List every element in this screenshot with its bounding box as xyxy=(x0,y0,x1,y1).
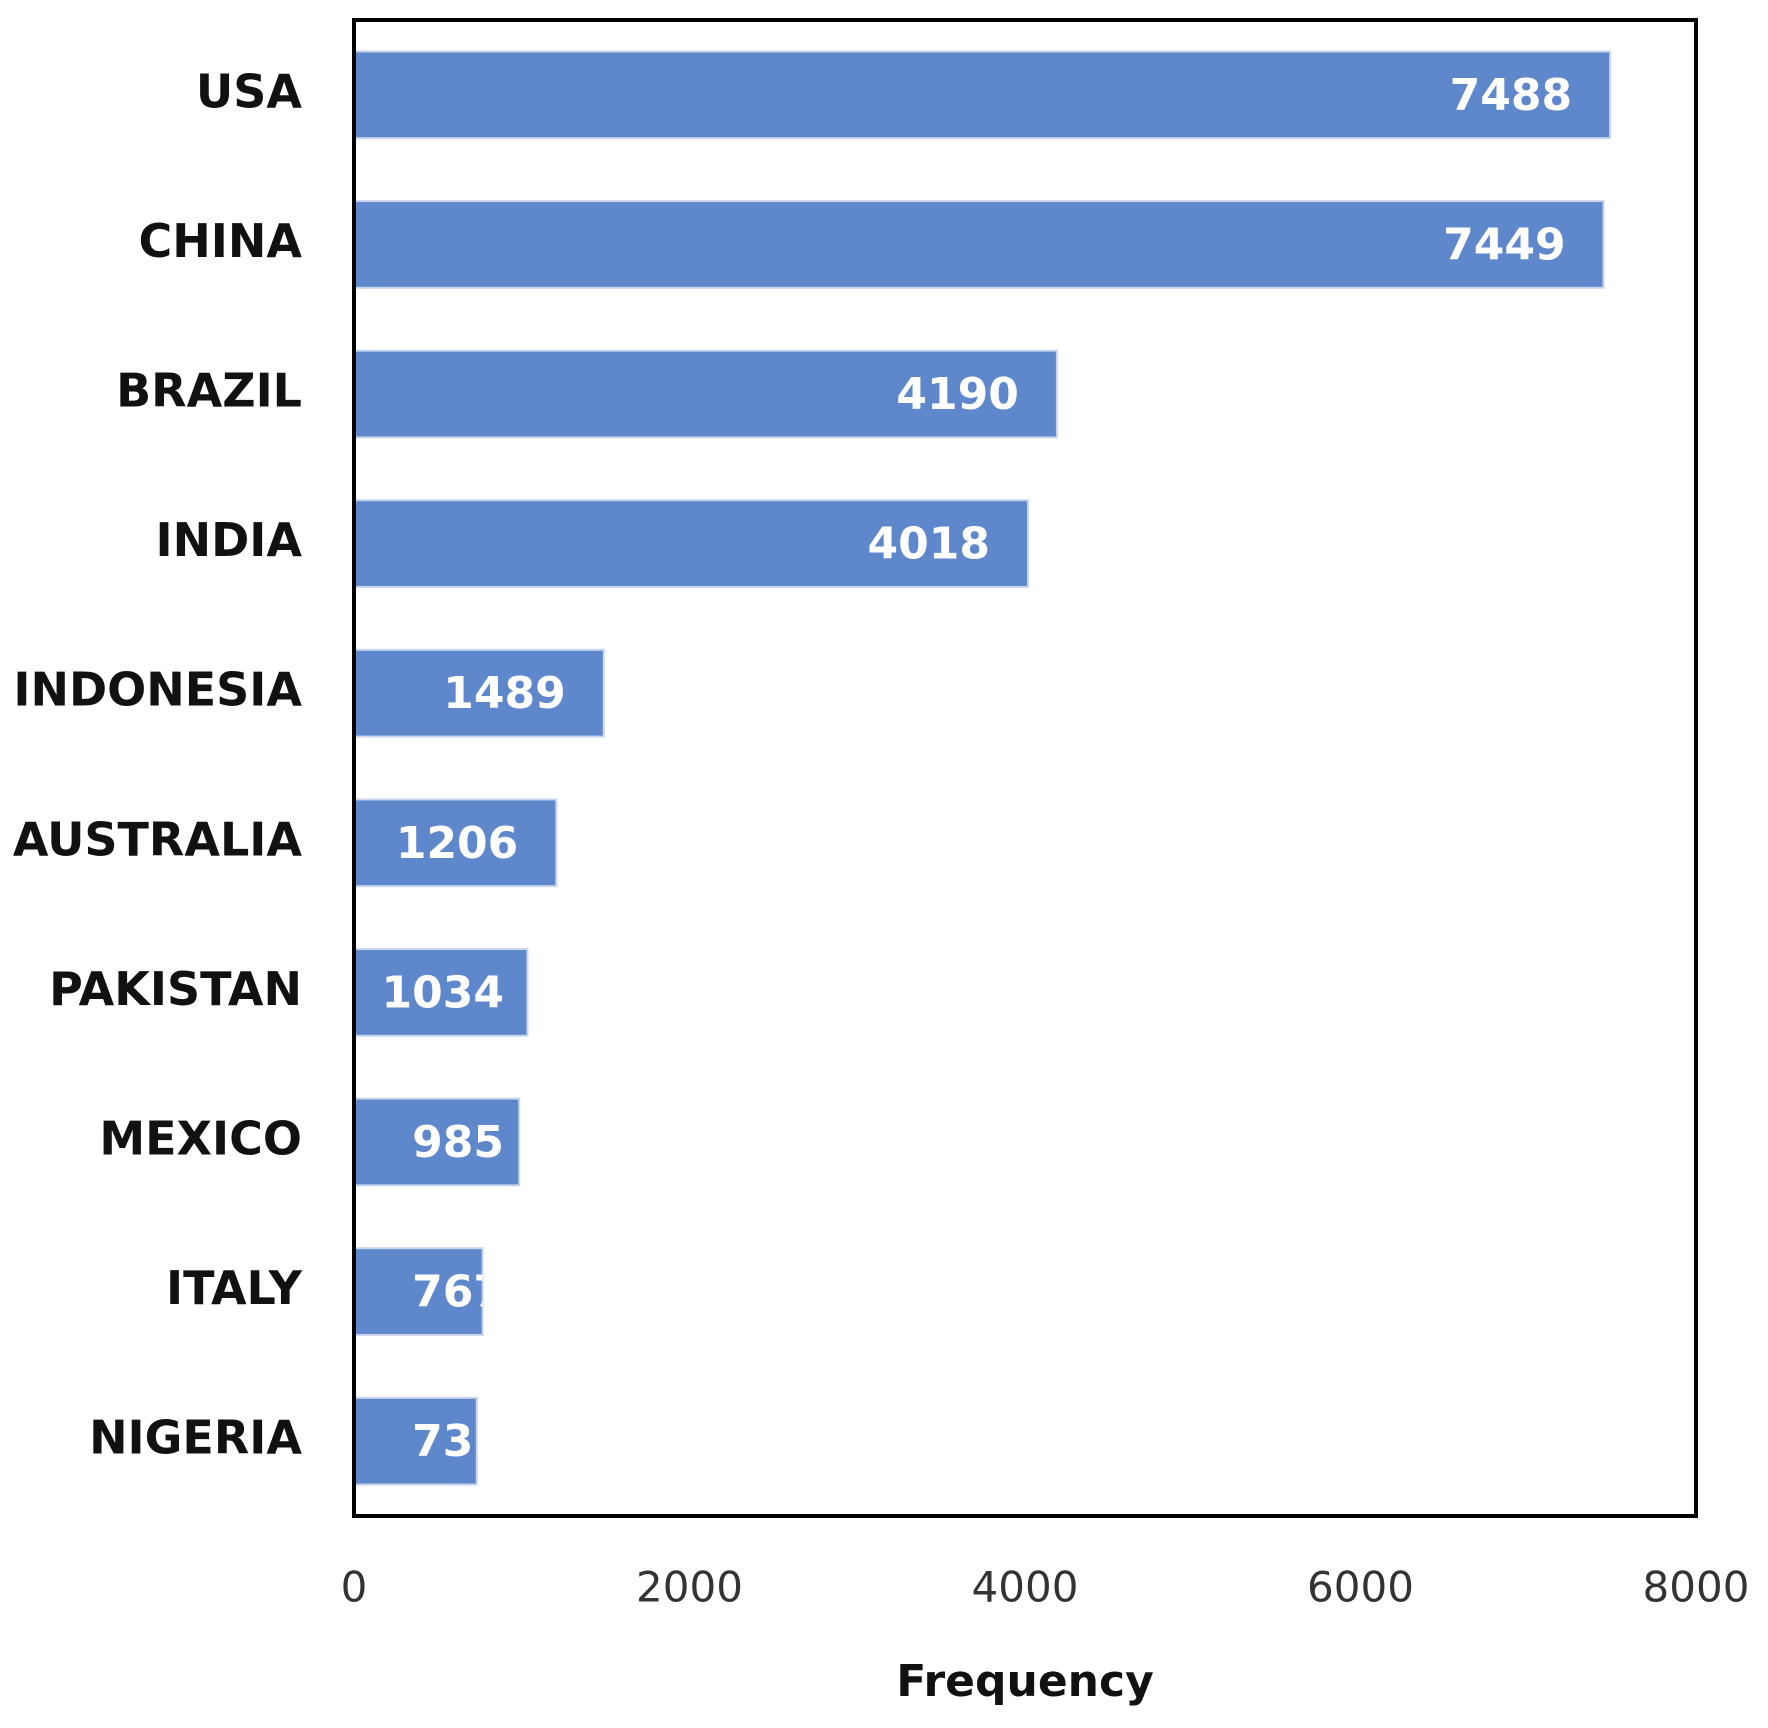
bar xyxy=(353,50,1612,140)
value-label: 732 xyxy=(412,1416,504,1467)
value-label: 1206 xyxy=(396,818,518,869)
bar xyxy=(353,1247,484,1336)
y-tick-label: BRAZIL xyxy=(116,364,302,418)
value-label: 4018 xyxy=(868,519,990,570)
y-tick-label: INDONESIA xyxy=(13,663,302,717)
value-label: 1034 xyxy=(382,967,504,1018)
value-label: 7449 xyxy=(1443,219,1565,270)
y-tick-label: ITALY xyxy=(166,1261,303,1315)
bar xyxy=(353,499,1030,588)
x-tick-label: 4000 xyxy=(972,1563,1079,1612)
y-tick-label: PAKISTAN xyxy=(49,962,302,1016)
y-tick-label: CHINA xyxy=(139,214,303,268)
x-tick-label: 8000 xyxy=(1643,1563,1750,1612)
y-tick-label: MEXICO xyxy=(99,1112,302,1166)
bar xyxy=(353,349,1058,439)
bar xyxy=(353,948,529,1037)
value-label: 767 xyxy=(412,1267,504,1318)
y-tick-label: INDIA xyxy=(155,513,302,567)
value-label: 1489 xyxy=(443,668,565,719)
bar xyxy=(353,648,605,738)
value-label: 4190 xyxy=(896,369,1018,420)
y-tick-label: NIGERIA xyxy=(89,1411,302,1465)
x-axis-label: Frequency xyxy=(896,1656,1154,1707)
value-label: 7488 xyxy=(1450,70,1572,121)
y-tick-label: USA xyxy=(196,64,302,118)
y-tick-label: AUSTRALIA xyxy=(13,812,302,866)
x-tick-label: 0 xyxy=(341,1563,368,1612)
value-label: 985 xyxy=(412,1117,504,1168)
plot-frame xyxy=(352,18,1698,1518)
bar xyxy=(353,200,1605,289)
x-tick-label: 6000 xyxy=(1307,1563,1414,1612)
bar xyxy=(353,798,558,888)
x-tick-label: 2000 xyxy=(636,1563,743,1612)
